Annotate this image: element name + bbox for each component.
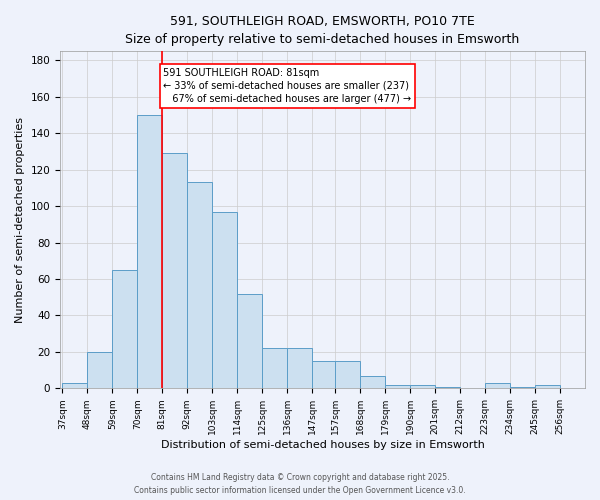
Bar: [360, 376, 385, 388]
Y-axis label: Number of semi-detached properties: Number of semi-detached properties: [15, 117, 25, 323]
Bar: [137, 115, 162, 388]
Bar: [162, 154, 187, 388]
Bar: [287, 348, 312, 389]
Bar: [485, 383, 510, 388]
Bar: [410, 384, 435, 388]
Bar: [262, 348, 287, 389]
Bar: [62, 383, 87, 388]
Bar: [187, 182, 212, 388]
Bar: [385, 384, 410, 388]
Bar: [87, 352, 112, 389]
Text: 591 SOUTHLEIGH ROAD: 81sqm
← 33% of semi-detached houses are smaller (237)
   67: 591 SOUTHLEIGH ROAD: 81sqm ← 33% of semi…: [163, 68, 412, 104]
Bar: [535, 384, 560, 388]
Text: Contains HM Land Registry data © Crown copyright and database right 2025.
Contai: Contains HM Land Registry data © Crown c…: [134, 474, 466, 495]
Bar: [335, 361, 360, 388]
Bar: [112, 270, 137, 388]
Bar: [212, 212, 237, 388]
Bar: [510, 386, 535, 388]
Bar: [435, 386, 460, 388]
Title: 591, SOUTHLEIGH ROAD, EMSWORTH, PO10 7TE
Size of property relative to semi-detac: 591, SOUTHLEIGH ROAD, EMSWORTH, PO10 7TE…: [125, 15, 520, 46]
Bar: [312, 361, 337, 388]
Bar: [237, 294, 262, 388]
X-axis label: Distribution of semi-detached houses by size in Emsworth: Distribution of semi-detached houses by …: [161, 440, 484, 450]
